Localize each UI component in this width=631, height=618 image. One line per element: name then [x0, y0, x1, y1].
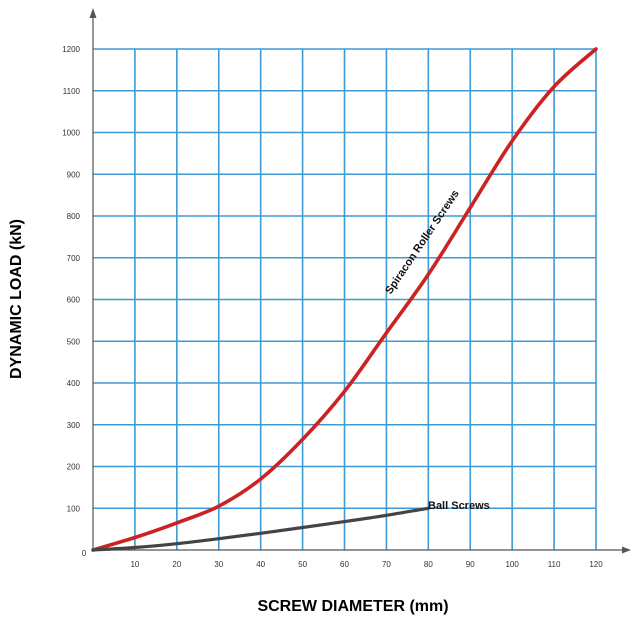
y-tick-label: 500 — [67, 337, 81, 346]
x-tick-label: 110 — [548, 560, 561, 569]
y-axis-title: DYNAMIC LOAD (kN) — [8, 219, 25, 379]
x-tick-label: 50 — [298, 560, 307, 569]
y-tick-label: 200 — [67, 463, 81, 472]
y-tick-label: 300 — [67, 421, 81, 430]
x-tick-label: 100 — [505, 560, 519, 569]
x-tick-label: 80 — [424, 560, 433, 569]
y-tick-label: 1000 — [62, 129, 80, 138]
origin-tick-label: 0 — [82, 549, 87, 558]
y-axis-arrow-icon — [89, 8, 97, 18]
ball-screws-label: Ball Screws — [428, 500, 490, 512]
x-tick-label: 10 — [130, 560, 139, 569]
y-tick-labels: 100 200 300 400 500 600 700 800 900 1000 1100 1200 — [62, 45, 80, 513]
y-tick-label: 100 — [67, 504, 81, 513]
axes — [89, 8, 631, 554]
y-tick-label: 1100 — [63, 87, 81, 96]
x-tick-label: 40 — [256, 560, 265, 569]
ball-screws-line — [91, 506, 430, 552]
x-tick-label: 70 — [382, 560, 391, 569]
series-lines — [91, 47, 598, 552]
roller-screws-line — [91, 47, 598, 552]
x-tick-label: 20 — [172, 560, 181, 569]
y-tick-label: 600 — [67, 296, 81, 305]
grid-lines — [93, 48, 597, 550]
y-tick-label: 900 — [67, 170, 81, 179]
y-tick-label: 400 — [67, 379, 81, 388]
x-axis-title: SCREW DIAMETER (mm) — [257, 598, 448, 615]
y-tick-label: 800 — [67, 212, 81, 221]
y-tick-label: 1200 — [62, 45, 80, 54]
x-tick-label: 30 — [214, 560, 223, 569]
y-tick-label: 700 — [67, 254, 81, 263]
x-axis-arrow-icon — [622, 546, 631, 554]
x-tick-label: 90 — [466, 560, 475, 569]
x-tick-label: 60 — [340, 560, 349, 569]
x-tick-label: 120 — [589, 560, 603, 569]
x-tick-labels: 10 20 30 40 50 60 70 80 90 100 110 120 — [130, 560, 603, 569]
